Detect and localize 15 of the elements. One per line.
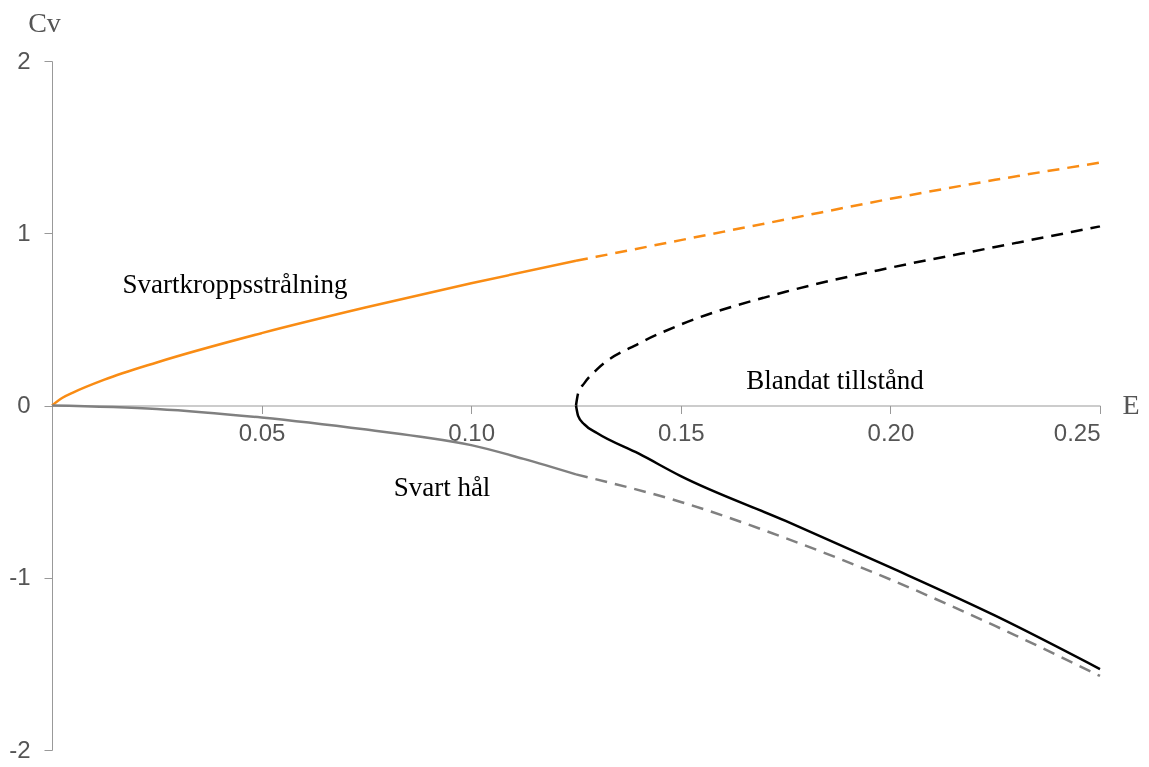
annotation: Svartkroppsstrålning bbox=[122, 269, 348, 299]
y-axis-title: Cv bbox=[28, 6, 61, 38]
x-tick-label: 0.20 bbox=[867, 419, 915, 446]
x-tick-label: 0.25 bbox=[1053, 419, 1101, 446]
x-tick-label: 0.10 bbox=[448, 419, 496, 446]
annotation: Blandat tillstånd bbox=[746, 365, 925, 395]
x-tick-label: 0.15 bbox=[657, 419, 705, 446]
x-axis-title: E bbox=[1122, 389, 1140, 420]
x-tick-label: 0.05 bbox=[238, 419, 286, 446]
y-tick-label: 0 bbox=[17, 391, 31, 418]
annotation: Svart hål bbox=[393, 472, 491, 502]
y-tick-label: 2 bbox=[17, 46, 31, 74]
y-tick-label: -1 bbox=[9, 563, 31, 591]
y-tick-label: -2 bbox=[9, 735, 31, 763]
y-tick-label: 1 bbox=[17, 218, 31, 246]
